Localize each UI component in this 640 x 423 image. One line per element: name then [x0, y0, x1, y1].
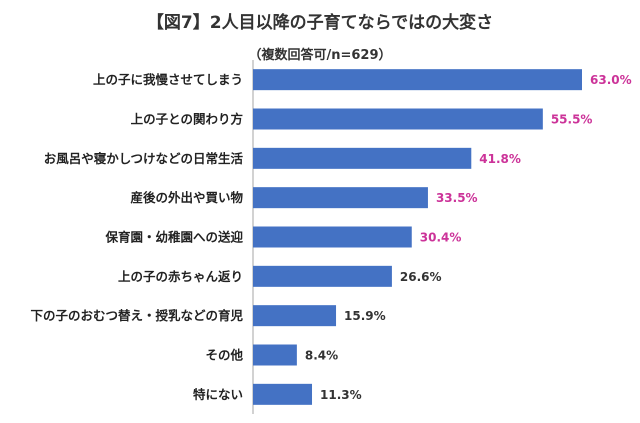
data-label: 8.4%: [305, 349, 338, 363]
bar: [253, 344, 297, 366]
data-label: 55.5%: [551, 113, 593, 127]
bar: [253, 147, 472, 169]
chart-title: 【図7】2人目以降の子育てならではの大変さ: [146, 13, 494, 33]
category-label: 上の子に我慢させてしまう: [93, 72, 243, 87]
category-label: その他: [205, 348, 243, 363]
category-label: 上の子の赤ちゃん返り: [118, 269, 243, 284]
chart-subtitle: （複数回答可/n=629）: [248, 48, 392, 63]
data-label: 26.6%: [400, 270, 442, 284]
category-label: 上の子との関わり方: [131, 112, 243, 127]
data-label: 15.9%: [344, 309, 386, 323]
bar: [253, 265, 392, 287]
data-label: 30.4%: [420, 231, 462, 245]
bar: [253, 383, 313, 405]
bar: [253, 69, 582, 91]
category-label: 産後の外出や買い物: [130, 190, 243, 205]
bar: [253, 305, 337, 327]
data-label: 41.8%: [479, 152, 521, 166]
bar: [253, 226, 412, 248]
data-label: 63.0%: [590, 73, 632, 87]
data-label: 33.5%: [436, 191, 478, 205]
category-label: 特にない: [193, 387, 243, 402]
category-label: 下の子のおむつ替え・授乳などの育児: [30, 308, 243, 323]
data-label: 11.3%: [320, 388, 362, 402]
bar: [253, 187, 428, 209]
category-label: お風呂や寝かしつけなどの日常生活: [44, 151, 244, 166]
bar: [253, 108, 543, 130]
category-label: 保育園・幼稚園への送迎: [104, 230, 243, 245]
